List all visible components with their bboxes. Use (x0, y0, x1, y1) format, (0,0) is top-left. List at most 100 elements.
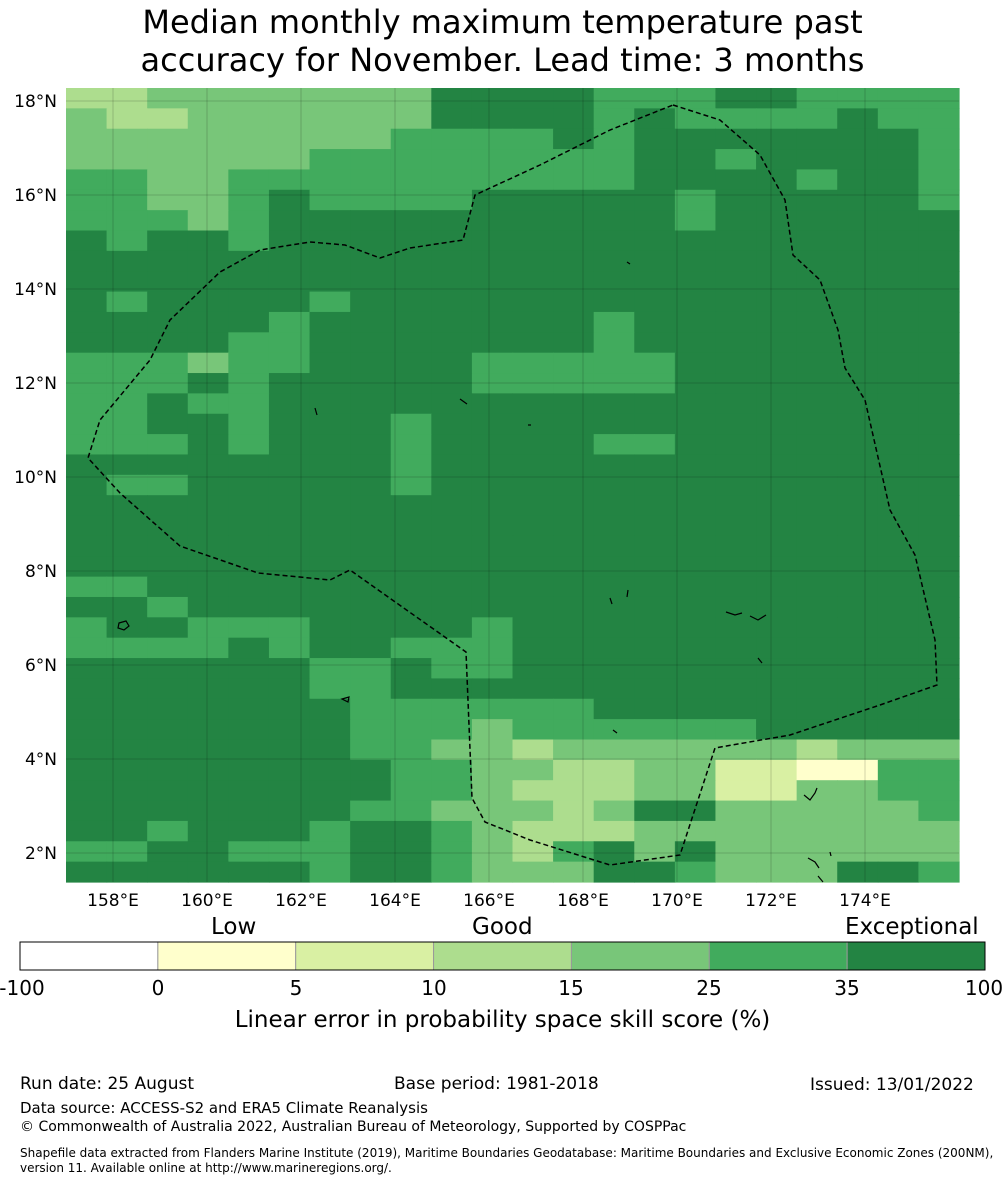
grid-cell (431, 250, 473, 272)
grid-cell (309, 393, 351, 415)
grid-cell (187, 739, 229, 761)
grid-cell (228, 495, 270, 517)
grid-cell (553, 434, 595, 456)
grid-cell (715, 128, 757, 150)
grid-cell (553, 739, 595, 761)
colorbar-tick: 25 (696, 976, 722, 1000)
grid-cell (512, 719, 554, 741)
grid-cell (877, 535, 920, 557)
grid-cell (593, 841, 635, 863)
grid-cell (796, 495, 838, 517)
grid-cell (66, 230, 108, 252)
grid-cell (674, 311, 717, 333)
grid-cell (674, 332, 717, 354)
grid-cell (431, 800, 473, 822)
grid-cell (350, 250, 392, 272)
grid-cell (756, 637, 798, 659)
grid-cell (147, 373, 189, 394)
grid-cell (796, 576, 838, 598)
grid-cell (512, 535, 554, 557)
grid-cell (553, 230, 595, 252)
grid-cell (106, 515, 148, 537)
grid-cell (66, 271, 108, 293)
grid-cell (228, 291, 270, 313)
grid-cell (147, 311, 189, 333)
grid-cell (309, 698, 351, 720)
grid-cell (228, 149, 270, 171)
latitude-tick-label: 6°N (25, 656, 57, 676)
longitude-tick-label: 160°E (181, 891, 233, 911)
grid-cell (471, 149, 514, 171)
grid-cell (674, 291, 717, 313)
grid-cell (350, 596, 392, 618)
grid-cell (228, 535, 270, 557)
grid-cell (66, 373, 108, 394)
grid-cell (512, 454, 554, 476)
grid-cell (106, 658, 148, 680)
grid-cell (877, 495, 920, 517)
grid-cell (674, 413, 717, 435)
grid-cell (593, 434, 635, 456)
grid-cell (918, 474, 960, 496)
grid-cell (350, 149, 392, 171)
grid-cell (796, 291, 838, 313)
grid-cell (471, 658, 514, 680)
grid-cell (756, 820, 798, 842)
grid-cell (715, 189, 757, 211)
grid-cell (512, 291, 554, 313)
grid-cell (715, 250, 757, 272)
grid-cell (918, 841, 960, 863)
grid-cell (106, 576, 148, 598)
grid-cell (350, 108, 392, 130)
grid-cell (106, 352, 148, 374)
grid-cell (918, 596, 960, 618)
grid-cell (756, 861, 798, 883)
grid-cell (350, 800, 392, 822)
grid-cell (228, 271, 270, 293)
grid-cell (106, 373, 148, 394)
grid-cell (512, 515, 554, 537)
grid-cell (66, 556, 108, 578)
grid-cell (390, 780, 432, 802)
grid-cell (553, 861, 595, 883)
grid-cell (106, 311, 148, 333)
grid-cell (228, 658, 270, 680)
grid-cell (715, 291, 757, 313)
grid-cell (309, 678, 351, 700)
grid-cell (106, 637, 148, 659)
grid-cell (796, 454, 838, 476)
grid-cell (634, 719, 676, 741)
grid-cell (837, 698, 879, 720)
grid-cell (674, 820, 717, 842)
grid-cell (512, 189, 554, 211)
grid-cell (756, 495, 798, 517)
grid-cell (877, 149, 920, 171)
grid-cell (756, 88, 798, 109)
grid-cell (918, 719, 960, 741)
grid-cell (715, 373, 757, 394)
grid-cell (553, 535, 595, 557)
grid-cell (553, 149, 595, 171)
grid-cell (877, 678, 920, 700)
grid-cell (66, 495, 108, 517)
grid-cell (350, 739, 392, 761)
latitude-tick-label: 4°N (25, 750, 57, 770)
grid-cell (674, 637, 717, 659)
grid-cell (553, 250, 595, 272)
grid-cell (268, 596, 311, 618)
grid-cell (756, 291, 798, 313)
grid-cell (715, 495, 757, 517)
grid-cell (66, 861, 108, 883)
grid-cell (471, 373, 514, 394)
grid-cell (715, 759, 757, 781)
grid-cell (431, 861, 473, 883)
grid-cell (796, 413, 838, 435)
grid-cell (634, 88, 676, 109)
grid-cell (147, 820, 189, 842)
grid-cell (512, 210, 554, 232)
grid-cell (837, 658, 879, 680)
grid-cell (593, 861, 635, 883)
grid-cell (837, 474, 879, 496)
grid-cell (634, 210, 676, 232)
grid-cell (66, 820, 108, 842)
